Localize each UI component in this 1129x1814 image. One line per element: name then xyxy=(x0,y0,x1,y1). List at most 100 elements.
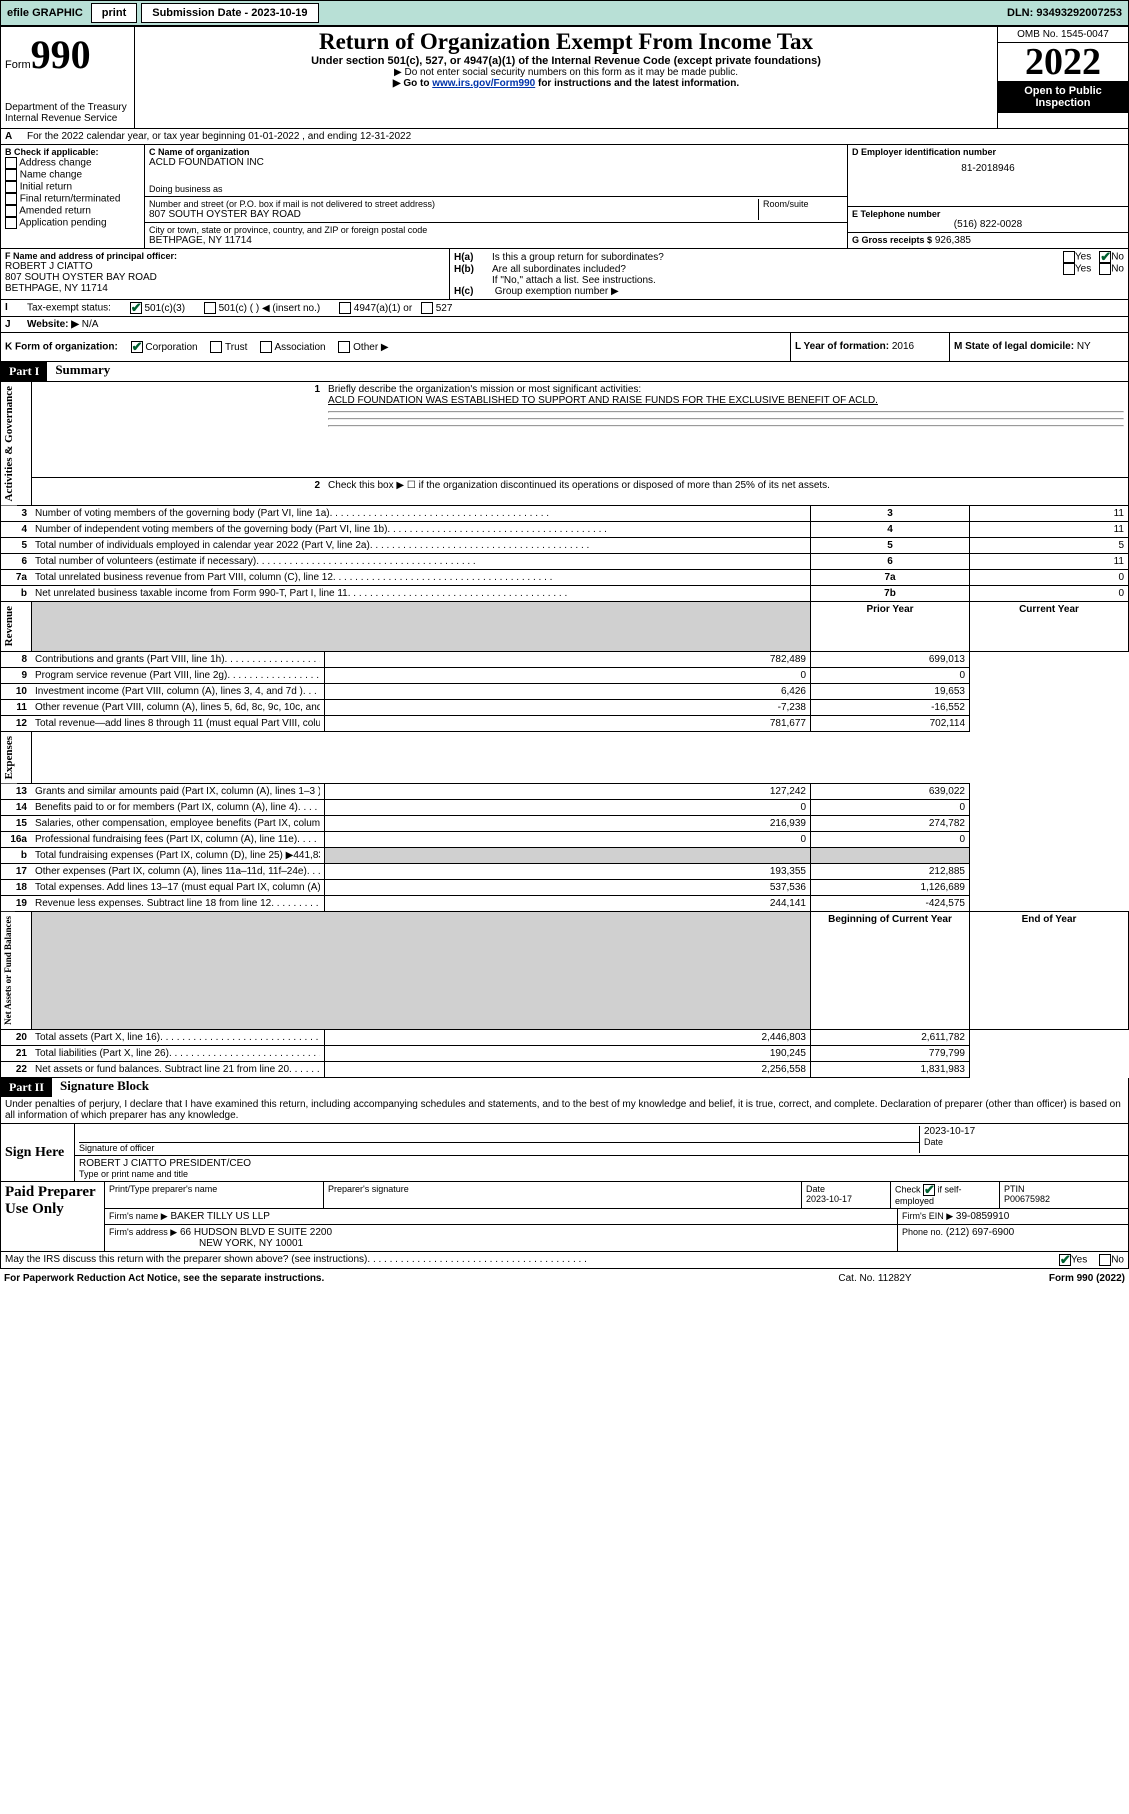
section-a-letter: A xyxy=(1,129,23,144)
line-num: 12 xyxy=(1,715,32,731)
officer-name-row: ROBERT J CIATTO PRESIDENT/CEO Type or pr… xyxy=(75,1156,1128,1181)
yes-label: Yes xyxy=(1075,252,1091,263)
chk-other[interactable]: Other ▶ xyxy=(338,342,388,353)
sig-date-value: 2023-10-17 xyxy=(924,1126,1124,1137)
chk-assoc[interactable]: Association xyxy=(260,342,325,353)
section-j: Website: ▶ N/A xyxy=(23,317,1128,332)
line-desc: Net unrelated business taxable income fr… xyxy=(31,586,811,602)
prior-year-value: 781,677 xyxy=(324,715,810,731)
line-desc: Grants and similar amounts paid (Part IX… xyxy=(31,784,324,800)
yes-label2: Yes xyxy=(1075,264,1091,275)
firm-addr-row: Firm's address ▶ 66 HUDSON BLVD E SUITE … xyxy=(105,1225,898,1251)
current-year-value: 212,885 xyxy=(811,864,970,880)
current-year-value xyxy=(811,848,970,864)
line-box: 4 xyxy=(811,522,970,538)
section-b: B Check if applicable: Address change Na… xyxy=(1,145,145,248)
chk-527[interactable]: 527 xyxy=(421,303,452,314)
hb-yes[interactable]: Yes xyxy=(1063,263,1091,275)
chk-4947[interactable]: 4947(a)(1) or xyxy=(339,303,412,314)
assoc-label: Association xyxy=(274,342,325,353)
domicile-value: NY xyxy=(1077,341,1091,352)
chk-501c[interactable]: 501(c) ( ) ◀ (insert no.) xyxy=(204,303,320,314)
hc-text: Group exemption number ▶ xyxy=(495,286,619,297)
sig-officer-row: Signature of officer 2023-10-17 Date xyxy=(75,1124,1128,1156)
other-label: Other ▶ xyxy=(353,342,388,353)
firm-phone-row: Phone no. (212) 697-6900 xyxy=(898,1225,1128,1251)
chk-initial-return[interactable]: Initial return xyxy=(5,181,140,193)
line-num: 5 xyxy=(1,538,32,554)
line-num: 6 xyxy=(1,554,32,570)
officer-street: 807 SOUTH OYSTER BAY ROAD xyxy=(5,272,445,283)
chk-final-return[interactable]: Final return/terminated xyxy=(5,193,140,205)
prior-year-value: 537,536 xyxy=(324,880,810,896)
print-button[interactable]: print xyxy=(91,3,137,23)
prep-sig-label: Preparer's signature xyxy=(324,1182,802,1208)
line-box: 6 xyxy=(811,554,970,570)
discuss-no[interactable]: No xyxy=(1099,1254,1124,1266)
vlabel-rev: Revenue xyxy=(1,602,17,650)
hb-no[interactable]: No xyxy=(1099,263,1124,275)
chk-amended-return[interactable]: Amended return xyxy=(5,205,140,217)
line-num: 17 xyxy=(1,864,32,880)
line-desc: Other expenses (Part IX, column (A), lin… xyxy=(31,864,324,880)
prior-year-value: 2,446,803 xyxy=(324,1030,810,1046)
form-org-label: K Form of organization: xyxy=(5,342,118,353)
current-year-value: 1,831,983 xyxy=(811,1062,970,1078)
prior-year-value: -7,238 xyxy=(324,699,810,715)
prior-year-value: 127,242 xyxy=(324,784,810,800)
open-to-public: Open to Public Inspection xyxy=(998,81,1128,113)
firm-phone-label: Phone no. xyxy=(902,1227,943,1237)
chk-address-change[interactable]: Address change xyxy=(5,157,140,169)
line-desc: Number of independent voting members of … xyxy=(31,522,811,538)
line-desc: Contributions and grants (Part VIII, lin… xyxy=(31,651,324,667)
line-num: b xyxy=(1,586,32,602)
city-value: BETHPAGE, NY 11714 xyxy=(149,235,843,246)
check-if-self[interactable]: Check if self-employed xyxy=(891,1182,1000,1208)
street-value: 807 SOUTH OYSTER BAY ROAD xyxy=(149,209,758,220)
chk-trust[interactable]: Trust xyxy=(210,342,247,353)
vlabel-exp: Expenses xyxy=(1,732,17,783)
chk-label-5: Application pending xyxy=(19,218,106,229)
ha-no[interactable]: No xyxy=(1099,251,1124,263)
rev-hdr-blank2 xyxy=(324,602,810,651)
line-num: 13 xyxy=(1,784,32,800)
vlabel-net: Net Assets or Fund Balances xyxy=(1,912,15,1029)
chk-application-pending[interactable]: Application pending xyxy=(5,217,140,229)
rev-hdr-blank xyxy=(31,602,324,651)
part2-header-row: Part II Signature Block xyxy=(0,1078,1129,1097)
current-year-value: 274,782 xyxy=(811,816,970,832)
submission-date-button[interactable]: Submission Date - 2023-10-19 xyxy=(141,3,318,23)
line-value: 11 xyxy=(970,522,1129,538)
form-label: Form xyxy=(5,59,31,71)
chk-corp[interactable]: Corporation xyxy=(131,342,198,353)
4947-label: 4947(a)(1) or xyxy=(354,303,412,314)
ha-yes[interactable]: Yes xyxy=(1063,251,1091,263)
line-box: 7b xyxy=(811,586,970,602)
firm-addr-label: Firm's address ▶ xyxy=(109,1227,177,1237)
section-i-letter: I xyxy=(1,300,23,316)
line-num: 14 xyxy=(1,800,32,816)
dept-label: Department of the Treasury xyxy=(5,102,130,113)
footer-right: Form 990 (2022) xyxy=(975,1273,1125,1284)
tax-exempt-label: Tax-exempt status: xyxy=(27,303,111,314)
section-f: F Name and address of principal officer:… xyxy=(1,249,450,299)
chk-501c3[interactable]: 501(c)(3) xyxy=(130,303,185,314)
irs-link[interactable]: www.irs.gov/Form990 xyxy=(432,78,535,89)
section-h: H(a) Is this a group return for subordin… xyxy=(450,249,1128,299)
section-a-row: A For the 2022 calendar year, or tax yea… xyxy=(0,129,1129,145)
part1-tag: Part I xyxy=(1,362,47,381)
no-label2: No xyxy=(1111,264,1124,275)
prior-year-value: 6,426 xyxy=(324,683,810,699)
line-desc: Total number of individuals employed in … xyxy=(31,538,811,554)
chk-name-change[interactable]: Name change xyxy=(5,169,140,181)
ein-value: 81-2018946 xyxy=(852,163,1124,174)
line-num: 19 xyxy=(1,896,32,912)
discuss-no-label: No xyxy=(1111,1255,1124,1266)
ptin-cell: PTIN P00675982 xyxy=(1000,1182,1128,1208)
firm-name-row: Firm's name ▶ BAKER TILLY US LLP xyxy=(105,1209,898,1224)
prior-year-value: 782,489 xyxy=(324,651,810,667)
hb-label: H(b) xyxy=(454,264,492,275)
discuss-yes[interactable]: Yes xyxy=(1059,1254,1087,1266)
line-num: 4 xyxy=(1,522,32,538)
line-value: 0 xyxy=(970,570,1129,586)
